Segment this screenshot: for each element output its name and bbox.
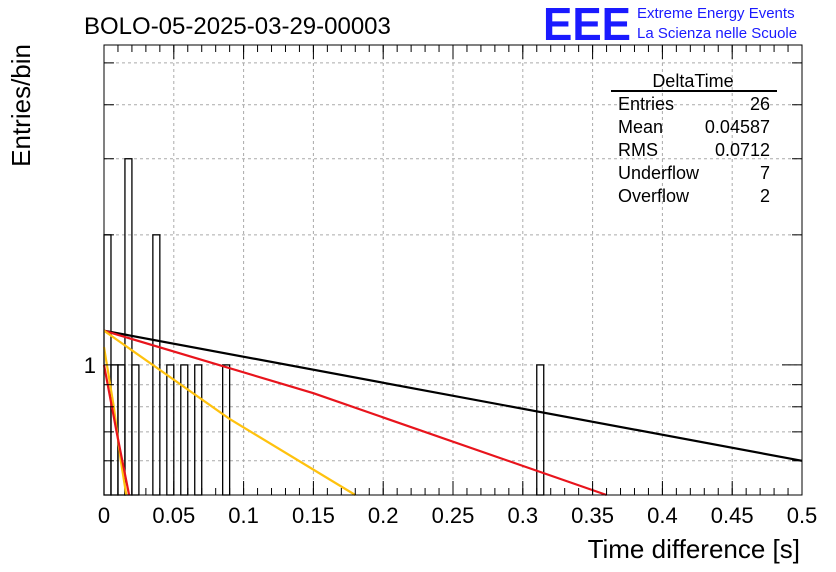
x-tick-label: 0.35 [571, 503, 614, 528]
stats-box-title: DeltaTime [652, 71, 733, 91]
stats-box: DeltaTime Entries 26 Mean 0.04587 RMS 0.0712 U… [611, 71, 777, 206]
x-tick-label: 0.15 [292, 503, 335, 528]
axis-ticks: 0 0.05 0.1 0.15 0.2 0.25 0.3 0.35 0.4 0.45 0.5 1 [84, 45, 818, 528]
fit-curve-line [103, 329, 607, 497]
x-tick-label: 0.45 [711, 503, 754, 528]
fit-curve-line [103, 329, 803, 462]
x-tick-label: 0.2 [368, 503, 399, 528]
stats-row-label: Entries [618, 94, 674, 114]
stats-row-label: Underflow [618, 163, 700, 183]
stats-row-value: 0.0712 [715, 140, 770, 160]
stats-row-value: 26 [750, 94, 770, 114]
x-tick-label: 0.5 [787, 503, 818, 528]
stats-row-value: 7 [760, 163, 770, 183]
x-tick-label: 0.4 [647, 503, 678, 528]
fit-curve-line [103, 329, 356, 496]
x-tick-label: 0.05 [152, 503, 195, 528]
fit-curve-line [102, 364, 131, 496]
eee-logo-line2: La Scienza nelle Scuole [637, 25, 797, 42]
x-tick-label: 0.25 [432, 503, 475, 528]
x-tick-label: 0.3 [508, 503, 539, 528]
x-tick-label: 0 [98, 503, 110, 528]
grid-lines [104, 45, 802, 496]
stats-row-label: Overflow [618, 186, 690, 206]
stats-row-value: 0.04587 [705, 117, 770, 137]
stats-row-label: Mean [618, 117, 663, 137]
eee-logo: EEE Extreme Energy Events La Scienza nel… [543, 0, 797, 50]
y-axis-label: Entries/bin [6, 44, 36, 167]
stats-row-value: 2 [760, 186, 770, 206]
histogram-bars [103, 158, 545, 496]
histogram-bin [124, 158, 133, 496]
x-tick-label: 0.1 [228, 503, 259, 528]
chart-title: BOLO-05-2025-03-29-00003 [84, 13, 391, 40]
x-axis-label: Time difference [s] [588, 534, 800, 564]
plot-frame [103, 44, 803, 496]
y-tick-label: 1 [84, 353, 96, 378]
fit-curves [102, 329, 803, 497]
eee-logo-text: EEE [543, 0, 631, 50]
stats-row-label: RMS [618, 140, 658, 160]
eee-logo-line1: Extreme Energy Events [637, 5, 795, 22]
